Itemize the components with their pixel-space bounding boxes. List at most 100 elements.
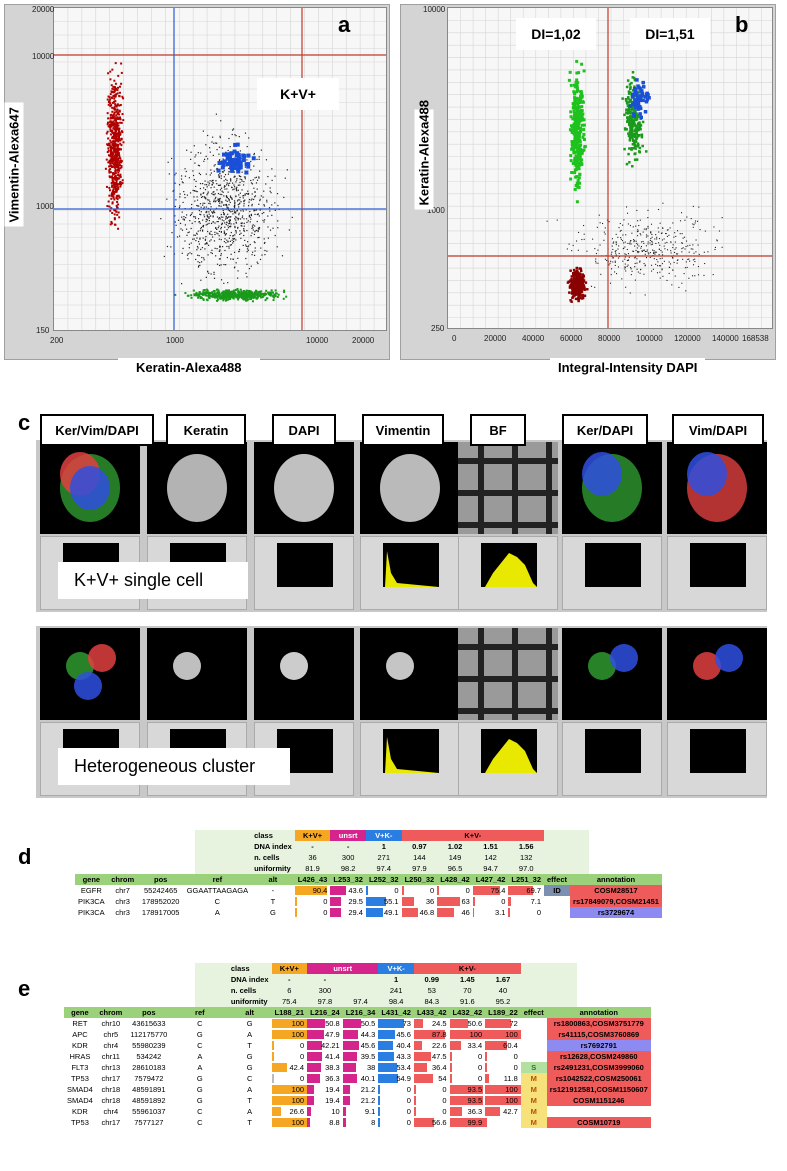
scatter-point (108, 186, 111, 189)
scatter-point (253, 152, 255, 155)
scatter-point (291, 216, 293, 219)
scatter-point (233, 210, 235, 212)
cell-ref: C (197, 1107, 203, 1116)
vaf-bar (271, 1063, 287, 1072)
micrograph-keratin-row1 (147, 442, 247, 534)
scatter-point (632, 250, 635, 252)
meta-value (343, 985, 379, 996)
scatter-point (206, 184, 208, 186)
histogram-control-panel[interactable] (562, 536, 662, 610)
scatter-point (226, 217, 228, 220)
scatter-point (242, 289, 245, 292)
scatter-point (637, 128, 640, 132)
scatter-point (111, 159, 114, 162)
scatter-point (114, 176, 117, 179)
scatter-point (227, 149, 229, 152)
panel-letter-e: e (18, 976, 31, 1001)
scatter-point (577, 133, 581, 137)
scatter-point (634, 262, 636, 265)
histogram-control-panel[interactable] (458, 722, 558, 796)
vaf-value: 0 (536, 908, 542, 917)
scatter-point (113, 97, 116, 100)
plot-b-xtick: 168538 (742, 334, 769, 343)
scatter-point (271, 179, 273, 182)
scatter-point (630, 81, 633, 85)
scatter-point (246, 162, 251, 167)
cell-alt: T (270, 897, 276, 906)
vaf-bar (330, 886, 346, 895)
scatter-point (114, 148, 117, 151)
scatter-point (232, 149, 237, 154)
scatter-point (248, 296, 251, 299)
scatter-point (595, 260, 597, 262)
scatter-point (636, 242, 638, 244)
vaf-value: 42.4 (289, 1063, 305, 1072)
scatter-point (721, 217, 723, 219)
scatter-point (629, 128, 633, 132)
scatter-point (223, 263, 225, 266)
scatter-point (636, 209, 638, 212)
histogram-control-panel[interactable] (458, 536, 558, 610)
scatter-point (657, 261, 659, 263)
histogram-control-panel[interactable] (667, 722, 767, 796)
histogram-plot (690, 543, 746, 587)
scatter-point (655, 251, 657, 253)
scatter-point (113, 198, 116, 201)
scatter-point (242, 154, 247, 159)
scatter-point (573, 159, 577, 163)
scatter-point (674, 241, 676, 243)
scatter-point (572, 244, 574, 246)
annotation-cell: rs12628,COSM249860 (546, 1051, 651, 1062)
scatter-point (230, 253, 232, 255)
scatter-point (184, 292, 187, 295)
histogram-control-panel[interactable] (254, 536, 354, 610)
scatter-point (637, 122, 640, 125)
scatter-point (206, 186, 208, 188)
vaf-cell: 93.5 (449, 1095, 486, 1106)
scatter-point (117, 157, 120, 160)
cell-pos: 43615633 (132, 1019, 166, 1028)
scatter-point (182, 218, 184, 220)
micrograph-ker-vim-dapi-row1 (40, 442, 140, 534)
histogram-control-panel[interactable] (360, 536, 460, 610)
scatter-point (210, 215, 212, 217)
scatter-point (216, 294, 219, 297)
scatter-point (573, 282, 577, 286)
vaf-cell: 19.4 (307, 1084, 343, 1095)
scatter-point (263, 190, 265, 192)
scatter-point (573, 139, 577, 143)
scatter-point (115, 114, 118, 117)
scatter-point (223, 204, 225, 206)
scatter-point (579, 160, 583, 164)
micrograph-dapi-row2 (254, 628, 354, 720)
plot-b-ytick: 10000 (423, 5, 446, 14)
scatter-point (233, 176, 235, 178)
meta-row-label: n. cells (230, 986, 257, 995)
scatter-point (109, 152, 112, 155)
panel-letter-d: d (18, 844, 32, 869)
histogram-control-panel[interactable] (360, 722, 460, 796)
scatter-point (189, 192, 192, 194)
vaf-cell: 46 (437, 907, 473, 918)
scatter-point (583, 233, 585, 235)
scatter-point (203, 158, 206, 160)
scatter-point (639, 272, 641, 274)
scatter-point (244, 176, 247, 178)
scatter-point (635, 158, 639, 161)
scatter-point (205, 288, 208, 291)
cell-gene: APC (72, 1030, 88, 1039)
histogram-control-panel[interactable] (667, 536, 767, 610)
micrograph-vimentin-row2 (360, 628, 460, 720)
cell-pos: 55980239 (132, 1041, 166, 1050)
scatter-point (109, 98, 112, 101)
scatter-point (247, 289, 250, 292)
scatter-point (117, 129, 120, 132)
histogram-control-panel[interactable] (562, 722, 662, 796)
scatter-point (112, 85, 115, 88)
scatter-point (253, 196, 256, 198)
scatter-point (683, 236, 686, 238)
scatter-point (659, 277, 661, 279)
scatter-point (579, 269, 583, 273)
scatter-point (243, 205, 245, 207)
scatter-point (581, 277, 584, 281)
